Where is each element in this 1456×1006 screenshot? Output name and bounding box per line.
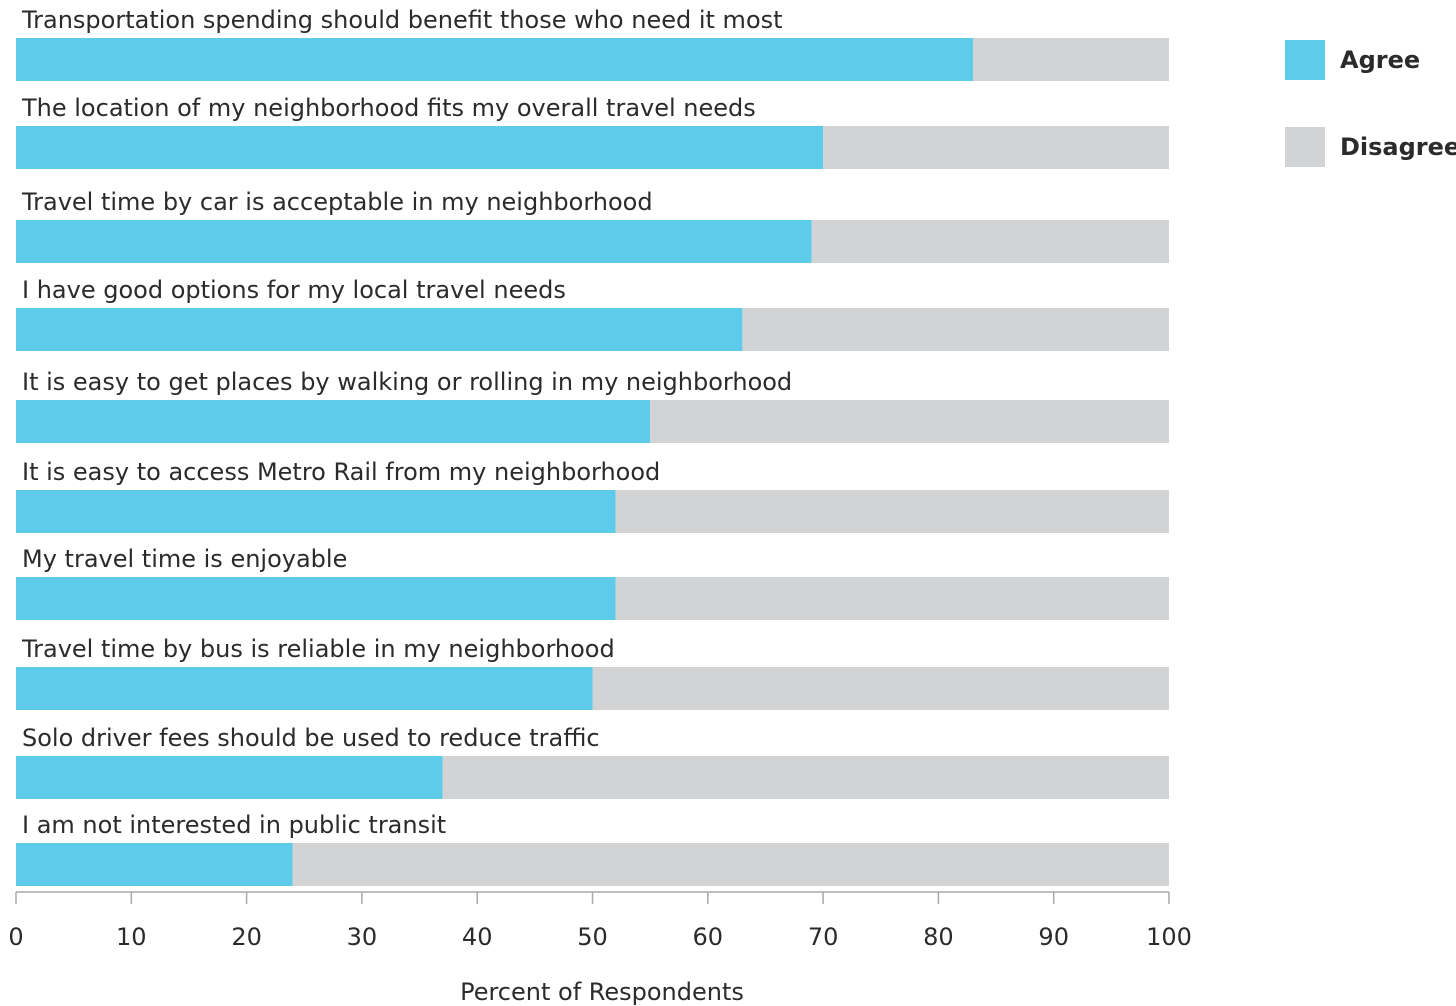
bar-disagree <box>615 490 1169 533</box>
legend-swatch-agree <box>1285 40 1325 80</box>
x-tick-label: 50 <box>577 923 608 951</box>
category-label: Transportation spending should benefit t… <box>21 6 783 34</box>
x-axis-title: Percent of Respondents <box>460 978 744 1006</box>
bar-agree <box>16 220 812 263</box>
category-label: It is easy to get places by walking or r… <box>22 368 792 396</box>
bar-disagree <box>592 667 1169 710</box>
bar-disagree <box>615 577 1169 620</box>
bar-agree <box>16 38 973 81</box>
bar-agree <box>16 577 616 620</box>
x-tick-label: 0 <box>8 923 23 951</box>
x-tick-label: 80 <box>923 923 954 951</box>
bars-layer: Transportation spending should benefit t… <box>16 6 1170 886</box>
category-label: It is easy to access Metro Rail from my … <box>22 458 660 486</box>
x-tick-label: 70 <box>808 923 839 951</box>
bar-disagree <box>292 843 1170 886</box>
x-tick-label: 20 <box>231 923 262 951</box>
x-tick-label: 40 <box>462 923 493 951</box>
bar-agree <box>16 490 616 533</box>
bar-agree <box>16 308 743 351</box>
x-axis: 0 10 20 30 40 50 60 70 80 90 100 <box>8 891 1192 951</box>
bar-disagree <box>650 400 1169 443</box>
category-label: The location of my neighborhood fits my … <box>21 94 756 122</box>
legend: Agree Disagree <box>1285 40 1456 167</box>
x-tick-label: 90 <box>1038 923 1069 951</box>
bar-disagree <box>823 126 1169 169</box>
x-tick-label: 10 <box>116 923 147 951</box>
bar-disagree <box>972 38 1169 81</box>
category-label: Travel time by car is acceptable in my n… <box>21 188 653 216</box>
x-tick-label: 100 <box>1146 923 1192 951</box>
bar-disagree <box>442 756 1169 799</box>
category-label: I am not interested in public transit <box>22 811 446 839</box>
bar-disagree <box>742 308 1169 351</box>
category-label: My travel time is enjoyable <box>22 545 347 573</box>
bar-agree <box>16 756 443 799</box>
category-label: I have good options for my local travel … <box>22 276 566 304</box>
x-tick-label: 30 <box>347 923 378 951</box>
bar-agree <box>16 843 293 886</box>
legend-swatch-disagree <box>1285 127 1325 167</box>
legend-label-disagree: Disagree <box>1340 133 1456 161</box>
x-tick-label: 60 <box>693 923 724 951</box>
bar-agree <box>16 400 651 443</box>
bar-disagree <box>811 220 1169 263</box>
category-label: Solo driver fees should be used to reduc… <box>22 724 600 752</box>
legend-label-agree: Agree <box>1340 46 1420 74</box>
bar-agree <box>16 667 593 710</box>
category-label: Travel time by bus is reliable in my nei… <box>21 635 615 663</box>
bar-agree <box>16 126 824 169</box>
